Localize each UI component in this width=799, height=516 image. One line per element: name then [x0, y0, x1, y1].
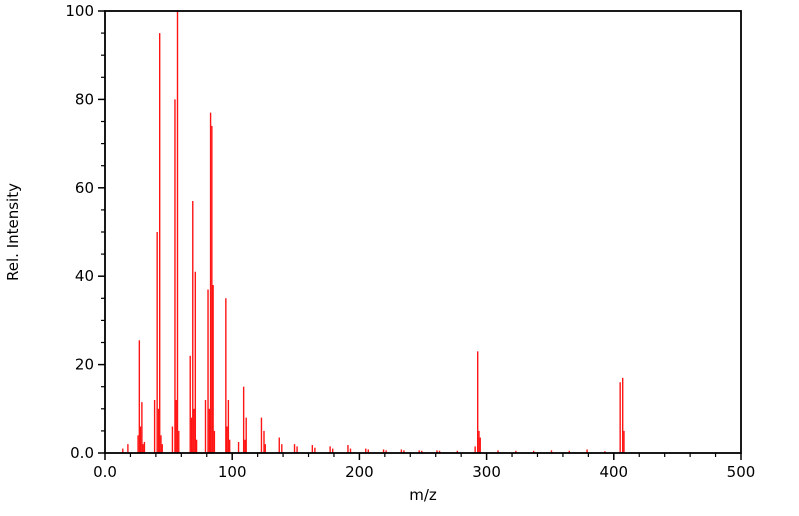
x-tick-label: 300 — [472, 463, 501, 481]
x-axis-label: m/z — [409, 486, 437, 504]
y-tick-label: 60 — [75, 179, 94, 197]
plot-area: 0.0 100 200 300 400 500 0.0 20 40 60 80 100 — [65, 2, 755, 481]
y-tick-label: 80 — [75, 90, 94, 108]
x-tick-label: 0.0 — [93, 463, 117, 481]
y-tick-label: 20 — [75, 356, 94, 374]
x-tick-label: 500 — [727, 463, 756, 481]
x-tick-label: 200 — [345, 463, 374, 481]
x-tick-label: 100 — [218, 463, 247, 481]
x-tick-label: 400 — [599, 463, 628, 481]
y-tick-label: 0.0 — [70, 444, 94, 462]
y-axis-label: Rel. Intensity — [4, 183, 22, 281]
y-tick-label: 100 — [65, 2, 94, 20]
plot-frame — [104, 10, 742, 454]
y-tick-label: 40 — [75, 267, 94, 285]
